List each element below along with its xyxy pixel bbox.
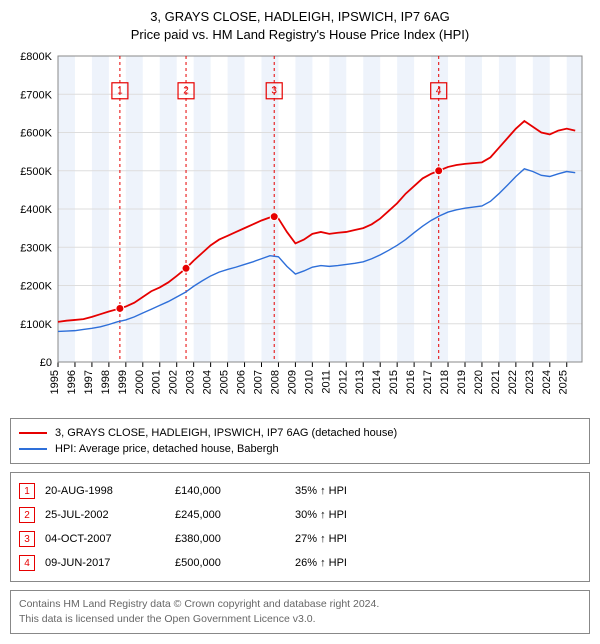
x-tick-label: 2021	[490, 370, 502, 394]
x-tick-label: 2011	[320, 370, 332, 394]
legend: 3, GRAYS CLOSE, HADLEIGH, IPSWICH, IP7 6…	[10, 418, 590, 464]
x-tick-label: 2010	[303, 370, 315, 394]
x-tick-label: 2013	[354, 370, 366, 394]
legend-row: 3, GRAYS CLOSE, HADLEIGH, IPSWICH, IP7 6…	[19, 425, 581, 441]
price-chart: £0 £100K £200K £300K £400K £500K £600K £700K £80…	[10, 50, 590, 410]
tx-delta: 26% ↑ HPI	[295, 557, 405, 569]
tx-date: 09-JUN-2017	[45, 557, 165, 569]
y-tick-label: £500K	[20, 166, 52, 178]
x-tick-label: 2024	[541, 370, 553, 394]
y-tick-label: £100K	[20, 319, 52, 331]
tx-date: 20-AUG-1998	[45, 485, 165, 497]
legend-label: HPI: Average price, detached house, Babe…	[55, 443, 279, 455]
page-title-line1: 3, GRAYS CLOSE, HADLEIGH, IPSWICH, IP7 6…	[10, 8, 590, 26]
x-tick-label: 2012	[337, 370, 349, 394]
chart-marker: 4	[436, 86, 442, 97]
footer-line2: This data is licensed under the Open Gov…	[19, 612, 581, 627]
chart-marker: 2	[183, 86, 189, 97]
x-tick-label: 2008	[269, 370, 281, 394]
x-tick-label: 2006	[236, 370, 248, 394]
x-tick-label: 2018	[439, 370, 451, 394]
x-tick-label: 2002	[168, 370, 180, 394]
tx-marker-icon: 1	[19, 483, 35, 499]
transaction-table: 1 20-AUG-1998 £140,000 35% ↑ HPI 2 25-JUL-200…	[10, 472, 590, 582]
x-tick-label: 2019	[456, 370, 468, 394]
tx-price: £140,000	[175, 485, 285, 497]
table-row: 2 25-JUL-2002 £245,000 30% ↑ HPI	[19, 503, 581, 527]
legend-label: 3, GRAYS CLOSE, HADLEIGH, IPSWICH, IP7 6…	[55, 427, 397, 439]
tx-date: 25-JUL-2002	[45, 509, 165, 521]
tx-marker-icon: 3	[19, 531, 35, 547]
y-tick-label: £400K	[20, 204, 52, 216]
table-row: 1 20-AUG-1998 £140,000 35% ↑ HPI	[19, 479, 581, 503]
y-tick-label: £0	[40, 357, 52, 369]
y-tick-label: £800K	[20, 51, 52, 63]
attribution-footer: Contains HM Land Registry data © Crown c…	[10, 590, 590, 633]
x-tick-label: 1995	[49, 370, 61, 394]
x-tick-label: 2007	[252, 370, 264, 394]
table-row: 4 09-JUN-2017 £500,000 26% ↑ HPI	[19, 551, 581, 575]
x-tick-label: 2003	[185, 370, 197, 394]
tx-date: 04-OCT-2007	[45, 533, 165, 545]
tx-price: £500,000	[175, 557, 285, 569]
x-tick-label: 2023	[524, 370, 536, 394]
x-tick-label: 1998	[100, 370, 112, 394]
tx-marker-icon: 4	[19, 555, 35, 571]
x-tick-label: 2001	[151, 370, 163, 394]
x-tick-label: 2025	[558, 370, 570, 394]
x-tick-label: 1997	[83, 370, 95, 394]
y-tick-label: £600K	[20, 128, 52, 140]
tx-delta: 30% ↑ HPI	[295, 509, 405, 521]
y-tick-label: £700K	[20, 90, 52, 102]
legend-swatch	[19, 448, 47, 450]
page-title-line2: Price paid vs. HM Land Registry's House …	[10, 26, 590, 44]
x-tick-label: 2004	[202, 370, 214, 394]
chart-marker: 1	[117, 86, 123, 97]
tx-delta: 27% ↑ HPI	[295, 533, 405, 545]
x-tick-label: 2005	[219, 370, 231, 394]
x-tick-label: 2020	[473, 370, 485, 394]
legend-row: HPI: Average price, detached house, Babe…	[19, 441, 581, 457]
footer-line1: Contains HM Land Registry data © Crown c…	[19, 597, 581, 612]
y-tick-label: £300K	[20, 243, 52, 255]
x-tick-label: 2015	[388, 370, 400, 394]
x-tick-label: 1996	[66, 370, 78, 394]
chart-marker: 3	[271, 86, 277, 97]
x-tick-label: 2014	[371, 370, 383, 394]
x-tick-label: 2017	[422, 370, 434, 394]
x-tick-label: 2022	[507, 370, 519, 394]
tx-price: £245,000	[175, 509, 285, 521]
x-tick-label: 2000	[134, 370, 146, 394]
table-row: 3 04-OCT-2007 £380,000 27% ↑ HPI	[19, 527, 581, 551]
tx-price: £380,000	[175, 533, 285, 545]
x-tick-label: 2016	[405, 370, 417, 394]
x-tick-label: 2009	[286, 370, 298, 394]
tx-marker-icon: 2	[19, 507, 35, 523]
tx-delta: 35% ↑ HPI	[295, 485, 405, 497]
legend-swatch	[19, 432, 47, 434]
x-tick-label: 1999	[117, 370, 129, 394]
y-tick-label: £200K	[20, 281, 52, 293]
